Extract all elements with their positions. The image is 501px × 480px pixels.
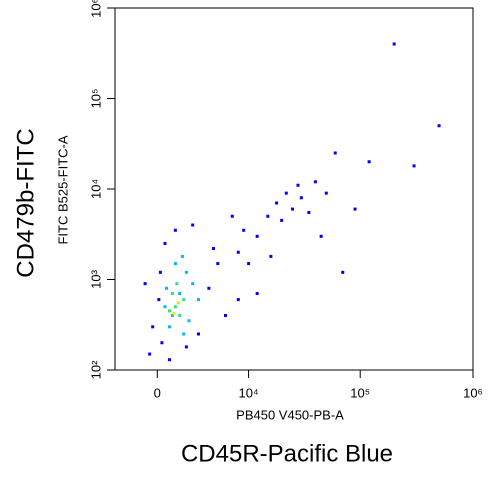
point xyxy=(392,42,396,46)
point xyxy=(151,325,155,329)
point xyxy=(184,270,188,274)
x-tick-label: 10⁶ xyxy=(463,385,483,400)
point xyxy=(196,332,200,336)
point xyxy=(178,314,182,318)
point xyxy=(353,207,357,211)
y-tick-label: 10⁴ xyxy=(88,179,103,199)
x-tick-label: 10⁴ xyxy=(239,385,259,400)
point xyxy=(182,298,186,302)
point xyxy=(223,314,227,318)
point xyxy=(284,191,288,195)
point xyxy=(341,270,345,274)
point xyxy=(170,292,174,296)
point xyxy=(158,270,162,274)
y-axis-label: FITC B525-FITC-A xyxy=(55,135,70,244)
point xyxy=(255,234,259,238)
point xyxy=(296,183,300,187)
point xyxy=(307,210,311,214)
point xyxy=(173,228,177,232)
point xyxy=(290,207,294,211)
point xyxy=(437,124,441,128)
point xyxy=(175,282,179,286)
point xyxy=(191,223,195,227)
point xyxy=(236,250,240,254)
point xyxy=(173,305,177,309)
point xyxy=(168,325,172,329)
point xyxy=(216,262,220,266)
plot-frame xyxy=(114,7,474,371)
point xyxy=(324,191,328,195)
point xyxy=(176,301,180,305)
point xyxy=(313,180,317,184)
point xyxy=(266,214,270,218)
y-tick-label: 10⁵ xyxy=(88,89,103,109)
point xyxy=(269,254,273,258)
y-tick-label: 10² xyxy=(88,360,103,379)
point xyxy=(172,312,176,316)
y-tick-label: 10⁶ xyxy=(88,0,103,18)
point xyxy=(319,234,323,238)
point xyxy=(236,298,240,302)
point xyxy=(160,341,164,345)
point xyxy=(187,319,191,323)
point xyxy=(367,160,371,164)
x-marker-label: CD45R-Pacific Blue xyxy=(181,440,393,467)
y-tick-label: 10³ xyxy=(88,269,103,288)
x-axis-label: PB450 V450-PB-A xyxy=(236,407,344,422)
point xyxy=(164,286,168,290)
point xyxy=(299,196,303,200)
point xyxy=(184,345,188,349)
x-tick-label: 10⁵ xyxy=(350,385,370,400)
point xyxy=(333,151,337,155)
point xyxy=(180,254,184,258)
point xyxy=(280,218,284,222)
point xyxy=(255,292,259,296)
point xyxy=(182,332,186,336)
point xyxy=(242,228,246,232)
point xyxy=(230,214,234,218)
point xyxy=(275,201,279,205)
point xyxy=(168,309,172,313)
point xyxy=(412,164,416,168)
x-tick-label: 0 xyxy=(154,385,161,400)
point xyxy=(168,358,172,362)
point xyxy=(163,241,167,245)
point xyxy=(207,286,211,290)
point xyxy=(247,262,251,266)
point xyxy=(178,292,182,296)
y-marker-label: CD479b-FITC xyxy=(12,128,39,277)
point xyxy=(173,262,177,266)
point xyxy=(163,305,167,309)
point xyxy=(211,247,215,251)
point xyxy=(170,314,174,318)
point xyxy=(191,282,195,286)
point xyxy=(148,352,152,356)
point xyxy=(196,298,200,302)
point xyxy=(143,282,147,286)
point xyxy=(157,298,161,302)
